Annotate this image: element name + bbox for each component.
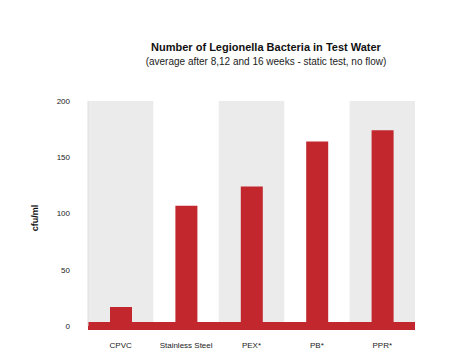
svg-text:PB*: PB* [310,341,324,350]
svg-text:PEX*: PEX* [242,341,261,350]
svg-text:0: 0 [66,322,71,331]
svg-text:150: 150 [57,153,71,162]
svg-text:200: 200 [57,97,71,106]
svg-text:CPVC: CPVC [110,341,132,350]
svg-text:100: 100 [57,209,71,218]
svg-text:50: 50 [61,266,70,275]
svg-text:Stainless Steel: Stainless Steel [160,341,213,350]
html-text:cfu/ml: cfu/ml [30,204,40,232]
html-text:Number of Legionella Bacteria: Number of Legionella Bacteria in Test Wa… [151,41,381,53]
svg-text:PPR*: PPR* [373,341,393,350]
html-text:(average after 8,12 and 16 wee: (average after 8,12 and 16 weeks - stati… [145,56,387,67]
